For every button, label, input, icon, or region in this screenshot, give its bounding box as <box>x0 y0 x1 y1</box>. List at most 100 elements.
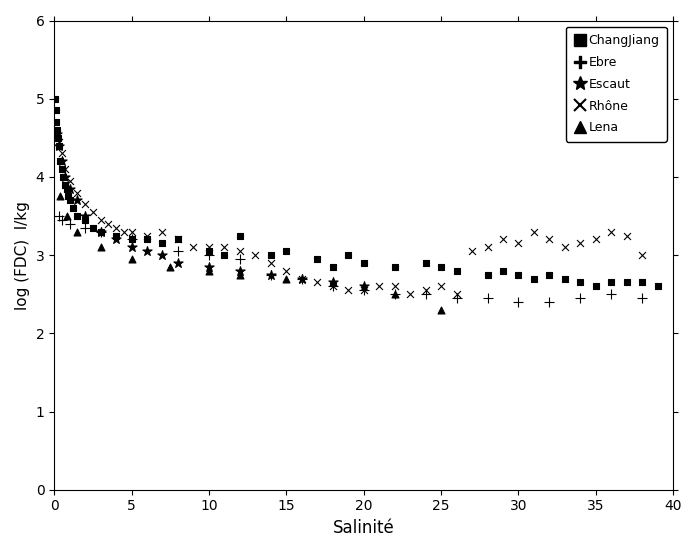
Point <box>53 141 64 150</box>
Point <box>637 251 648 259</box>
Point <box>281 266 292 275</box>
Point <box>436 262 447 271</box>
Point <box>79 200 91 209</box>
Point <box>327 262 338 271</box>
Point <box>126 235 137 244</box>
X-axis label: Salinité: Salinité <box>333 519 395 537</box>
Point <box>72 227 83 236</box>
Point <box>544 270 555 279</box>
Point <box>528 274 539 283</box>
Point <box>575 239 586 248</box>
Point <box>513 239 524 248</box>
Point <box>164 262 176 271</box>
Point <box>72 196 83 205</box>
Point <box>172 235 183 244</box>
Point <box>126 235 137 244</box>
Point <box>59 164 70 173</box>
Point <box>87 224 98 232</box>
Point <box>606 290 617 299</box>
Point <box>126 254 137 263</box>
Point <box>296 274 307 283</box>
Point <box>53 141 64 150</box>
Point <box>95 227 106 236</box>
Point <box>451 266 462 275</box>
Point <box>126 243 137 252</box>
Point <box>64 196 75 205</box>
Point <box>528 227 539 236</box>
Point <box>111 224 122 232</box>
Point <box>141 247 153 256</box>
Point <box>575 294 586 302</box>
Point <box>95 215 106 224</box>
Point <box>111 231 122 240</box>
Point <box>343 251 354 259</box>
Point <box>188 243 199 252</box>
Point <box>266 270 277 279</box>
Point <box>358 286 369 295</box>
Point <box>420 258 431 267</box>
Point <box>157 239 168 248</box>
Point <box>52 125 63 134</box>
Point <box>327 282 338 291</box>
Point <box>126 227 137 236</box>
Point <box>312 278 323 287</box>
Point <box>451 290 462 299</box>
Point <box>296 274 307 283</box>
Point <box>590 282 602 291</box>
Point <box>436 305 447 314</box>
Point <box>234 254 245 263</box>
Point <box>358 286 369 295</box>
Point <box>420 290 431 299</box>
Point <box>559 274 570 283</box>
Point <box>389 262 400 271</box>
Point <box>72 211 83 220</box>
Point <box>621 278 632 287</box>
Point <box>102 219 114 228</box>
Point <box>172 235 183 244</box>
Point <box>53 137 64 146</box>
Point <box>67 204 78 213</box>
Point <box>404 290 415 299</box>
Point <box>219 243 230 252</box>
Point <box>234 266 245 275</box>
Point <box>637 294 648 302</box>
Point <box>358 258 369 267</box>
Point <box>266 251 277 259</box>
Point <box>58 172 69 181</box>
Point <box>157 227 168 236</box>
Point <box>606 227 617 236</box>
Point <box>172 247 183 256</box>
Point <box>204 262 215 271</box>
Point <box>436 282 447 291</box>
Point <box>312 254 323 263</box>
Point <box>575 278 586 287</box>
Point <box>234 270 245 279</box>
Point <box>327 278 338 287</box>
Point <box>498 266 509 275</box>
Point <box>52 130 63 139</box>
Y-axis label: log (FDC)  l/kg: log (FDC) l/kg <box>15 201 30 310</box>
Point <box>482 294 493 302</box>
Point <box>513 270 524 279</box>
Point <box>157 251 168 259</box>
Point <box>343 286 354 295</box>
Point <box>204 243 215 252</box>
Point <box>55 157 66 166</box>
Point <box>64 219 75 228</box>
Point <box>266 270 277 279</box>
Point <box>296 274 307 283</box>
Point <box>389 290 400 299</box>
Point <box>544 298 555 306</box>
Point <box>498 235 509 244</box>
Point <box>56 157 68 166</box>
Point <box>61 211 72 220</box>
Point <box>281 247 292 256</box>
Point <box>53 211 64 220</box>
Point <box>56 149 68 158</box>
Point <box>79 215 91 224</box>
Point <box>61 184 72 193</box>
Point <box>95 243 106 252</box>
Point <box>59 181 70 189</box>
Point <box>204 266 215 275</box>
Point <box>652 282 664 291</box>
